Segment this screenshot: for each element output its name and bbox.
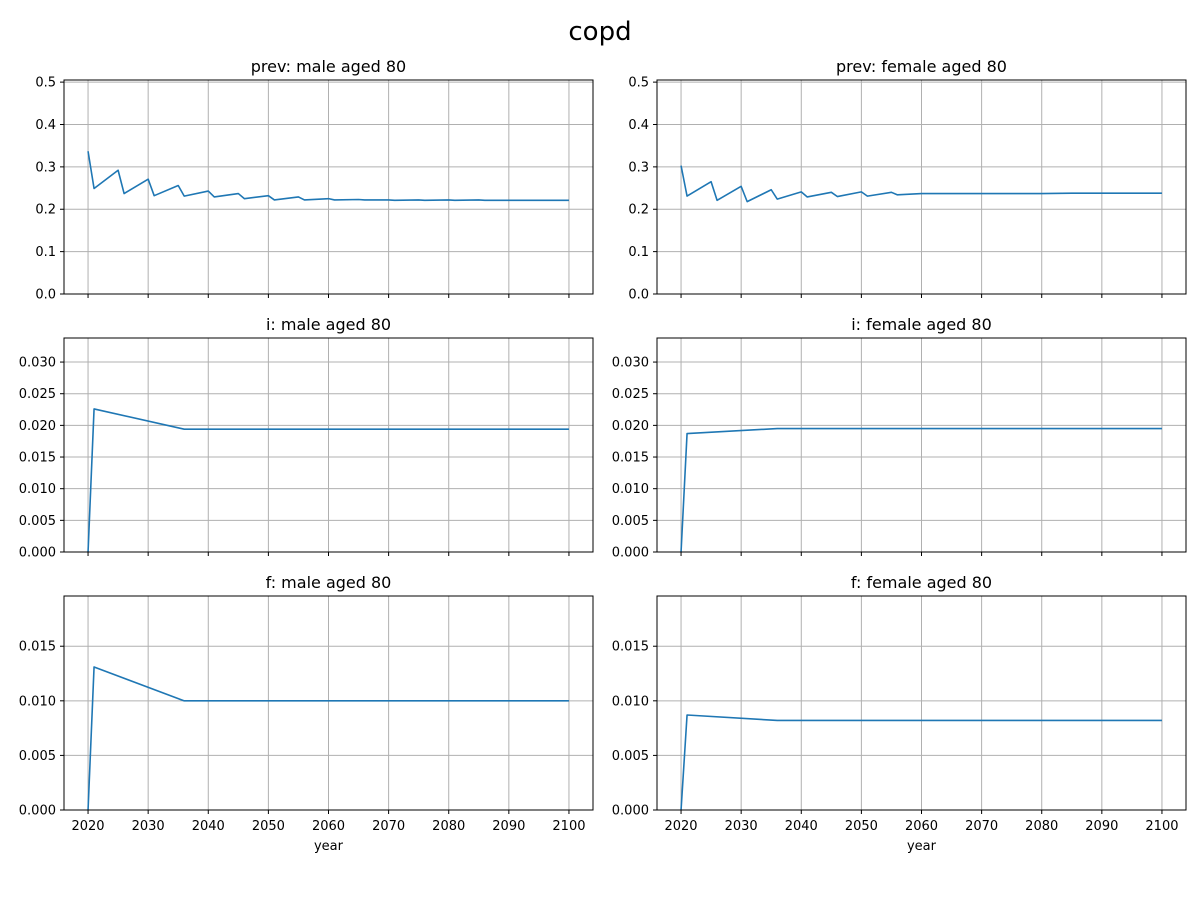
subplot-4: 0.000 0.005 0.010 0.015 0.020 0.025 0.030 i: fe… [612, 315, 1187, 561]
series-line-1 [87, 666, 569, 811]
x-tick-label: 2020 [664, 819, 697, 834]
y-tick-label: 0.000 [612, 804, 649, 819]
x-tick-label: 2050 [845, 819, 878, 834]
subplot-title: prev: female aged 80 [836, 57, 1007, 76]
y-tick-label: 0.1 [628, 245, 649, 260]
x-tick-label: 2040 [192, 819, 225, 834]
y-tick-label: 0.010 [612, 694, 649, 709]
series-line-1 [680, 165, 1162, 203]
y-tick-label: 0.4 [35, 118, 56, 133]
x-tick-label: 2020 [71, 819, 104, 834]
x-tick-label: 2040 [785, 819, 818, 834]
y-tick-label: 0.030 [612, 356, 649, 371]
subplot-2: 0.0 0.1 0.2 0.3 0.4 0.5 prev: female aged 80 [628, 57, 1187, 303]
y-tick-label: 0.010 [612, 482, 649, 497]
y-tick-label: 0.1 [35, 245, 56, 260]
x-axis-label: year [907, 839, 937, 854]
subplot-title: f: male aged 80 [266, 573, 392, 592]
series-line-1 [87, 408, 569, 553]
subplot-1: 0.0 0.1 0.2 0.3 0.4 0.5 prev: male aged 80 [35, 57, 594, 303]
subplot-title: i: female aged 80 [851, 315, 992, 334]
y-tick-label: 0.015 [612, 451, 649, 466]
x-tick-label: 2070 [965, 819, 998, 834]
y-tick-label: 0.005 [19, 749, 56, 764]
x-tick-label: 2090 [492, 819, 525, 834]
subplot-6: 2020 2030 2040 2050 2060 2070 2080 2090 2100 0.00… [612, 573, 1187, 854]
subplot-title: i: male aged 80 [266, 315, 391, 334]
y-tick-label: 0.010 [19, 482, 56, 497]
y-tick-label: 0.2 [35, 203, 56, 218]
x-tick-label: 2060 [905, 819, 938, 834]
figure-title: copd [568, 17, 631, 47]
x-tick-label: 2080 [1025, 819, 1058, 834]
y-tick-label: 0.005 [612, 749, 649, 764]
y-tick-label: 0.015 [19, 451, 56, 466]
x-tick-label: 2070 [372, 819, 405, 834]
y-tick-label: 0.015 [19, 640, 56, 655]
y-tick-label: 0.2 [628, 203, 649, 218]
x-tick-label: 2100 [1145, 819, 1178, 834]
subplot-5: 2020 2030 2040 2050 2060 2070 2080 2090 2100 0.00… [19, 573, 594, 854]
x-tick-label: 2060 [312, 819, 345, 834]
subplot-title: f: female aged 80 [851, 573, 992, 592]
y-tick-label: 0.005 [612, 514, 649, 529]
x-tick-label: 2050 [252, 819, 285, 834]
x-tick-label: 2030 [725, 819, 758, 834]
y-tick-label: 0.0 [35, 288, 56, 303]
y-tick-label: 0.025 [19, 387, 56, 402]
y-tick-label: 0.010 [19, 694, 56, 709]
x-tick-label: 2100 [552, 819, 585, 834]
y-tick-label: 0.015 [612, 640, 649, 655]
subplot-3: 0.000 0.005 0.010 0.015 0.020 0.025 0.030 i: ma… [19, 315, 594, 561]
x-tick-label: 2080 [432, 819, 465, 834]
x-tick-label: 2030 [132, 819, 165, 834]
subplot-title: prev: male aged 80 [251, 57, 406, 76]
y-tick-label: 0.005 [19, 514, 56, 529]
series-line-1 [87, 151, 569, 202]
y-tick-label: 0.000 [612, 546, 649, 561]
y-tick-label: 0.5 [628, 76, 649, 91]
x-tick-label: 2090 [1085, 819, 1118, 834]
y-tick-label: 0.000 [19, 804, 56, 819]
y-tick-label: 0.030 [19, 356, 56, 371]
y-tick-label: 0.020 [612, 419, 649, 434]
series-line-1 [680, 427, 1162, 553]
y-tick-label: 0.3 [35, 160, 56, 175]
y-tick-label: 0.4 [628, 118, 649, 133]
y-tick-label: 0.025 [612, 387, 649, 402]
y-tick-label: 0.0 [628, 288, 649, 303]
series-line-1 [680, 714, 1162, 811]
y-tick-label: 0.000 [19, 546, 56, 561]
y-tick-label: 0.020 [19, 419, 56, 434]
x-axis-label: year [314, 839, 344, 854]
y-tick-label: 0.3 [628, 160, 649, 175]
y-tick-label: 0.5 [35, 76, 56, 91]
